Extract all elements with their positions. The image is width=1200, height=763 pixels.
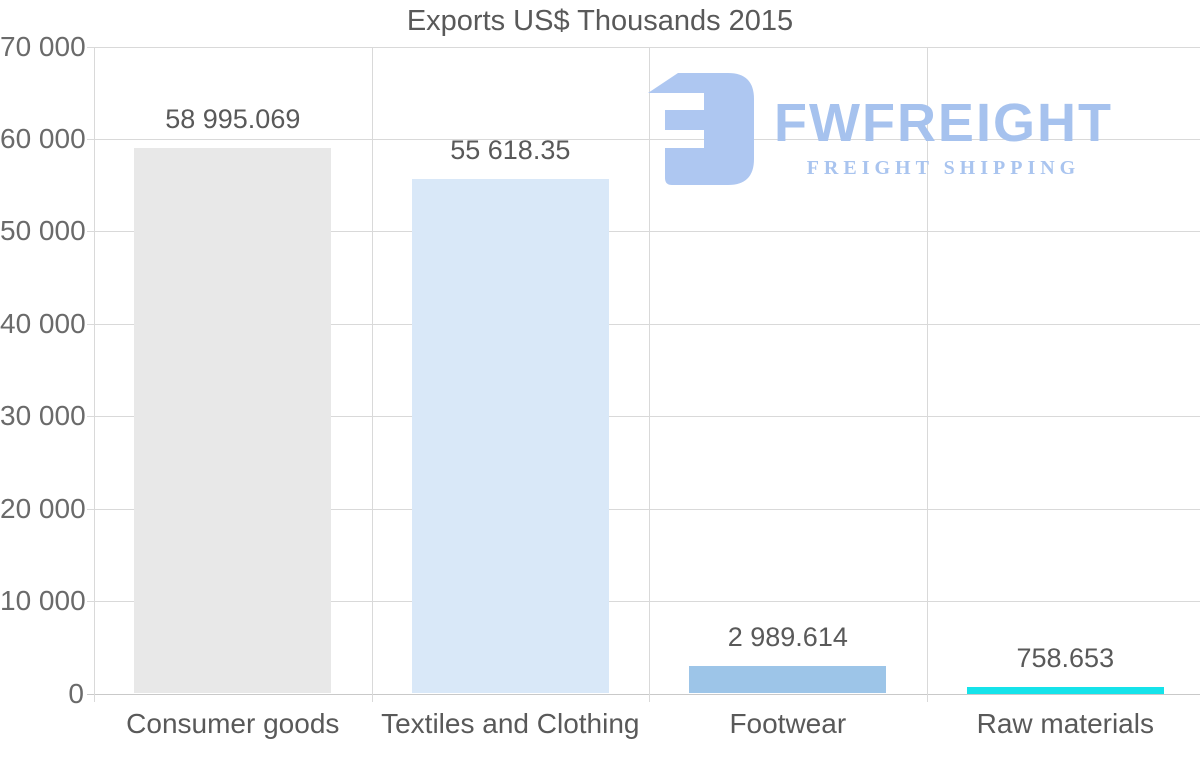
bar-value-label: 55 618.35 xyxy=(450,135,571,166)
fwfreight-logo-text: FWFREIGHT FREIGHT SHIPPING xyxy=(774,73,1113,180)
x-axis-line xyxy=(87,693,1200,695)
x-category-label: Consumer goods xyxy=(126,707,340,739)
chart-title: Exports US$ Thousands 2015 xyxy=(406,5,794,37)
y-gridline xyxy=(87,138,1200,140)
y-gridline xyxy=(87,323,1200,325)
bar xyxy=(966,686,1164,694)
x-category-label: Textiles and Clothing xyxy=(381,707,640,739)
bar xyxy=(134,148,332,694)
y-gridline xyxy=(87,416,1200,418)
x-category-label: Footwear xyxy=(729,707,847,739)
fwfreight-logo: FWFREIGHT FREIGHT SHIPPING xyxy=(648,73,1113,185)
bar-value-label: 2 989.614 xyxy=(727,621,848,652)
y-tick-label: 10 000 xyxy=(0,585,86,617)
y-tick-label: 0 xyxy=(68,677,84,709)
y-gridline xyxy=(87,601,1200,603)
y-gridline xyxy=(87,46,1200,48)
fwfreight-logo-icon xyxy=(648,73,754,185)
x-category-label: Raw materials xyxy=(976,707,1154,739)
bar-value-label: 58 995.069 xyxy=(165,104,301,135)
y-tick-label: 70 000 xyxy=(0,30,86,62)
y-tick-label: 60 000 xyxy=(0,122,86,154)
y-tick-label: 40 000 xyxy=(0,307,86,339)
y-tick-label: 20 000 xyxy=(0,492,86,524)
y-tick-label: 50 000 xyxy=(0,215,86,247)
x-gridline xyxy=(926,46,928,702)
fwfreight-wordmark: FWFREIGHT xyxy=(774,93,1113,153)
bar-value-label: 758.653 xyxy=(1016,642,1115,673)
y-axis-line xyxy=(94,46,95,702)
bar xyxy=(411,179,609,694)
y-gridline xyxy=(87,231,1200,233)
y-tick-label: 30 000 xyxy=(0,400,86,432)
y-gridline xyxy=(87,508,1200,510)
fwfreight-tagline: FREIGHT SHIPPING xyxy=(806,157,1081,179)
x-gridline xyxy=(371,46,373,702)
bar xyxy=(689,665,887,694)
x-gridline xyxy=(649,46,650,702)
